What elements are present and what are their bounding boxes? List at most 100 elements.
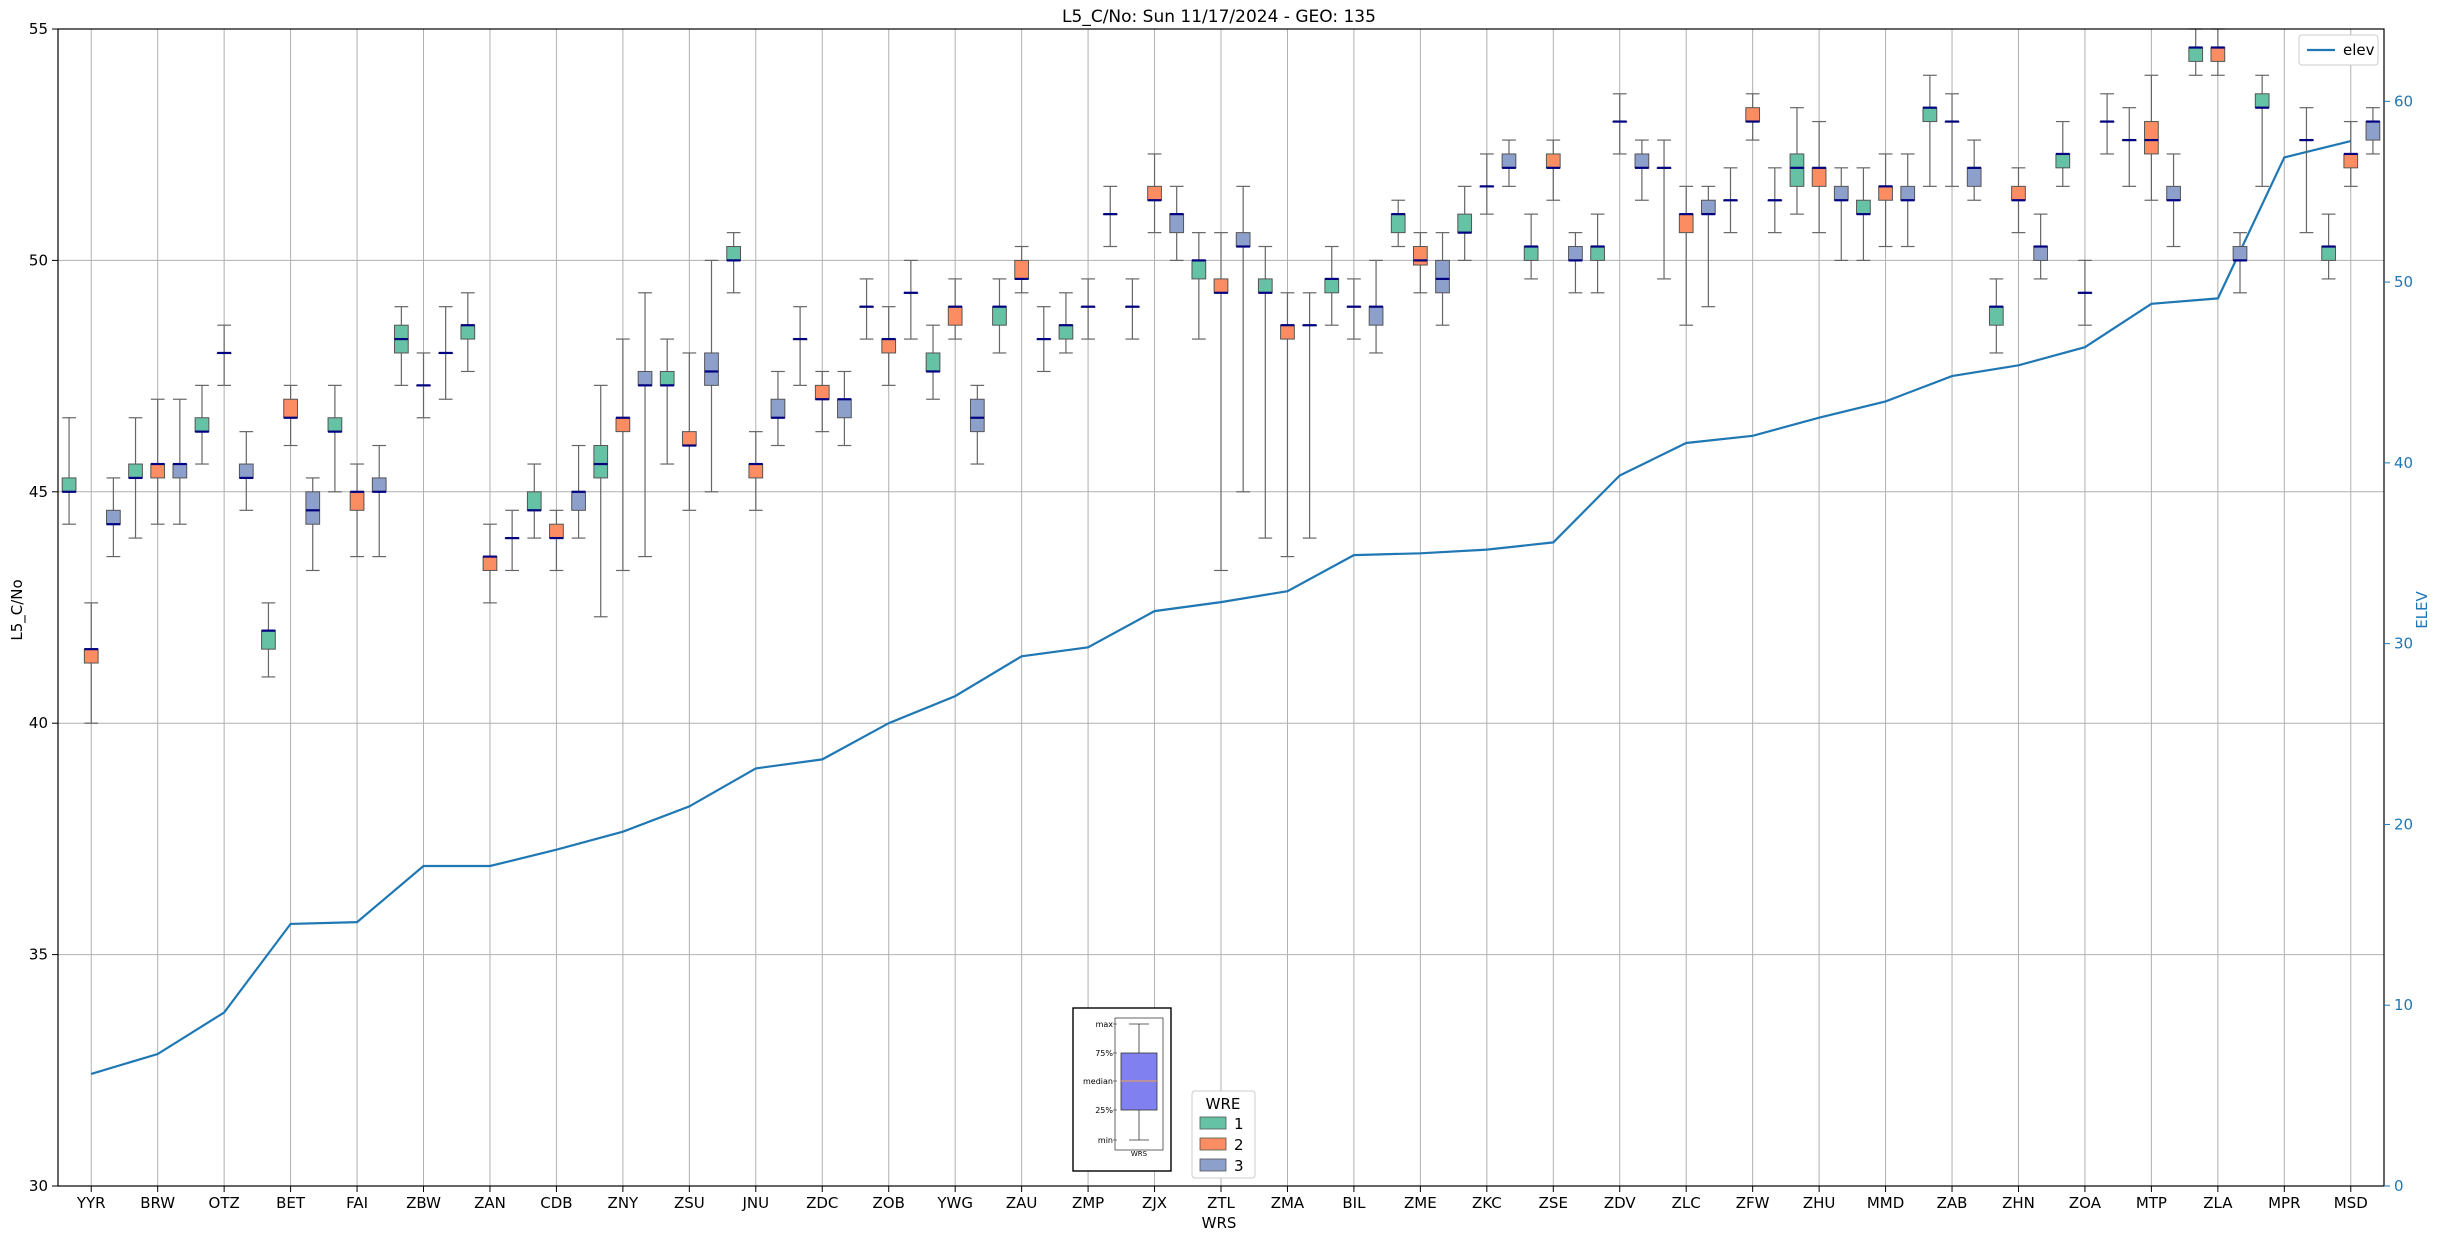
x-tick-label: ZDC [806,1194,838,1212]
box-wre-2 [2210,47,2226,62]
box-wre-1 [194,417,210,433]
box-wre-1 [593,445,609,479]
box-wre-1 [1058,324,1074,340]
y2-tick-label: 50 [2394,273,2413,291]
chart-title: L5_C/No: Sun 11/17/2024 - GEO: 135 [1062,7,1376,27]
box-wre-3 [637,370,653,386]
box-wre-2 [150,463,166,479]
box-wre-1 [2254,93,2270,109]
y-axis-label: L5_C/No [8,579,27,640]
x-tick-label: CDB [540,1194,572,1212]
box-wre-2 [814,384,830,400]
box-wre-3 [2365,121,2381,141]
x-tick-label: ZME [1404,1194,1437,1212]
box-wre-2 [947,306,963,326]
box-wre-1 [1390,213,1406,234]
box-wre-2 [881,338,897,354]
elev-legend-label: elev [2343,41,2375,59]
box-wre-3 [1900,185,1916,201]
box-wre-2 [1280,324,1295,340]
box-wre-2 [549,523,564,539]
box-wre-3 [1966,167,1982,187]
box-wre-1 [659,370,675,386]
y-tick-label: 45 [29,483,48,501]
x-tick-label: OTZ [209,1194,240,1212]
box-wre-2 [1147,185,1162,201]
x-tick-label: BRW [140,1194,175,1212]
box-wre-1 [1856,199,1871,215]
x-tick-label: ZFW [1736,1194,1770,1212]
box-wre-3 [770,398,786,419]
box-wre-3 [371,477,387,493]
x-tick-label: ZSU [674,1194,705,1212]
wre-legend-swatch-3 [1199,1158,1227,1172]
x-tick-label: ZJX [1142,1194,1167,1212]
y-tick-label: 35 [29,946,48,964]
wre-legend-label-3: 3 [1234,1157,1244,1175]
x-axis-label: WRS [1202,1214,1237,1232]
box-wre-1 [925,352,941,372]
box-wre-3 [969,398,985,433]
box-wre-2 [681,431,697,447]
x-tick-label: ZAB [1937,1194,1968,1212]
box-wre-1 [1191,259,1207,280]
y2-tick-label: 20 [2394,815,2413,833]
box-wre-2 [615,417,631,433]
x-tick-label: ZOB [873,1194,905,1212]
plot-area: YYR BRW OTZ BET FAI ZBW ZAN CDB ZNY ZSU JNU ZDC ZOB Y… [29,20,2413,1212]
box-wre-3 [571,491,586,511]
x-tick-label: ZNY [608,1194,639,1212]
box-wre-3 [1368,306,1384,326]
x-tick-label: JNU [741,1194,769,1212]
x-tick-label: ZLC [1672,1194,1701,1212]
box-wre-2 [482,556,498,571]
box-wre-1 [726,246,742,261]
box-wre-1 [1457,213,1473,234]
box-wre-1 [261,630,276,650]
x-tick-label: ZSE [1539,1194,1568,1212]
y-tick-label: 40 [29,714,48,732]
box-wre-2 [1213,278,1229,294]
y2-tick-label: 30 [2394,635,2413,653]
box-wre-1 [1523,246,1539,261]
box-wre-1 [327,417,343,433]
wre-legend-title: WRE [1206,1095,1241,1113]
x-tick-label: ZTL [1207,1194,1235,1212]
box-wre-2 [1545,153,1561,169]
y2-axis-label: ELEV [2413,590,2431,628]
x-tick-label: ZBW [406,1194,441,1212]
wre-legend-label-2: 2 [1234,1136,1244,1154]
x-tick-label: YYR [76,1194,106,1212]
box-wre-3 [1700,199,1716,215]
boxkey-label-4: min [1098,1136,1113,1145]
x-tick-label: ZHN [2002,1194,2035,1212]
box-wre-2 [748,463,764,479]
box-wre-2 [349,491,365,511]
x-tick-label: ZMA [1271,1194,1305,1212]
box-wre-3 [1235,232,1251,248]
box-wre-3 [2033,246,2049,261]
y2-tick-label: 60 [2394,92,2413,110]
x-tick-label: FAI [346,1194,368,1212]
box-wre-3 [2232,246,2248,261]
box-wre-3 [1634,153,1650,169]
boxkey-xlabel: WRS [1131,1150,1148,1158]
box-wre-2 [2011,185,2026,201]
wre-legend-label-1: 1 [1234,1115,1244,1133]
x-tick-label: MPR [2268,1194,2300,1212]
boxkey-label-3: 25% [1095,1106,1113,1115]
boxkey-label-2: median [1083,1077,1113,1086]
box-wre-3 [172,463,188,479]
box-wre-3 [1833,185,1849,201]
wre-legend-swatch-2 [1199,1137,1227,1151]
x-tick-label: MTP [2136,1194,2167,1212]
x-tick-label: ZMP [1072,1194,1104,1212]
x-tick-label: MSD [2334,1194,2368,1212]
box-wre-3 [2166,185,2181,201]
y2-tick-label: 10 [2394,996,2413,1014]
box-wre-2 [283,398,298,419]
box-wre-1 [992,306,1007,326]
box-wre-1 [1590,246,1605,261]
wre-legend-frame [1191,1090,1256,1179]
elev-legend-frame [2298,34,2379,66]
